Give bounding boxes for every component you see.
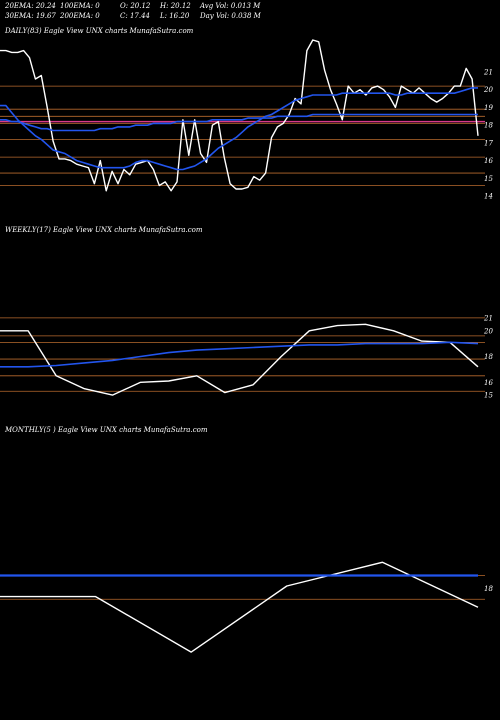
stat-ema30: 30EMA: 19.67 (5, 12, 56, 20)
monthly-panel: 18 (0, 561, 493, 653)
stat-ema20: 20EMA: 20.24 (5, 2, 56, 10)
weekly-y-tick-label: 21 (483, 314, 493, 322)
daily-panel: 21 20 19 18 17 16 15 14 (0, 39, 493, 201)
daily-y-tick-label: 15 (484, 175, 493, 183)
weekly-y-tick-label: 20 (483, 327, 493, 335)
weekly-ema-line (0, 341, 479, 368)
daily-y-tick-label: 21 (483, 68, 493, 76)
stat-day-vol: Day Vol: 0.038 M (200, 12, 261, 20)
stat-open: O: 20.12 (120, 2, 151, 10)
daily-y-tick-label: 19 (484, 104, 493, 112)
daily-y-tick-label: 16 (484, 157, 493, 165)
stat-avg-vol: Avg Vol: 0.013 M (200, 2, 261, 10)
weekly-y-tick-label: 18 (484, 353, 493, 361)
weekly-panel-title: WEEKLY(17) Eagle View UNX charts MunafaS… (5, 226, 203, 234)
weekly-price-line (0, 323, 479, 396)
stat-high: H: 20.12 (160, 2, 191, 10)
stat-close: C: 17.44 (120, 12, 150, 20)
monthly-y-tick-label: 18 (484, 585, 493, 593)
stat-ema100: 100EMA: 0 (60, 2, 100, 10)
stat-low: L: 16.20 (160, 12, 190, 20)
weekly-panel: 21 20 18 16 15 (0, 314, 493, 400)
daily-y-tick-label: 14 (484, 193, 493, 201)
monthly-price-line (0, 561, 479, 653)
daily-panel-title: DAILY(83) Eagle View UNX charts MunafaSu… (5, 27, 194, 35)
stat-ema200: 200EMA: 0 (60, 12, 100, 20)
daily-y-tick-label: 17 (484, 139, 493, 147)
daily-ema-line (0, 87, 478, 171)
daily-y-tick-label: 20 (483, 86, 493, 94)
monthly-panel-title: MONTHLY(5 ) Eagle View UNX charts Munafa… (5, 426, 208, 434)
daily-ema-line (0, 113, 478, 132)
weekly-y-tick-label: 15 (484, 392, 493, 400)
daily-y-tick-label: 18 (484, 122, 493, 130)
daily-price-line (0, 39, 479, 192)
weekly-y-tick-label: 16 (484, 379, 493, 387)
